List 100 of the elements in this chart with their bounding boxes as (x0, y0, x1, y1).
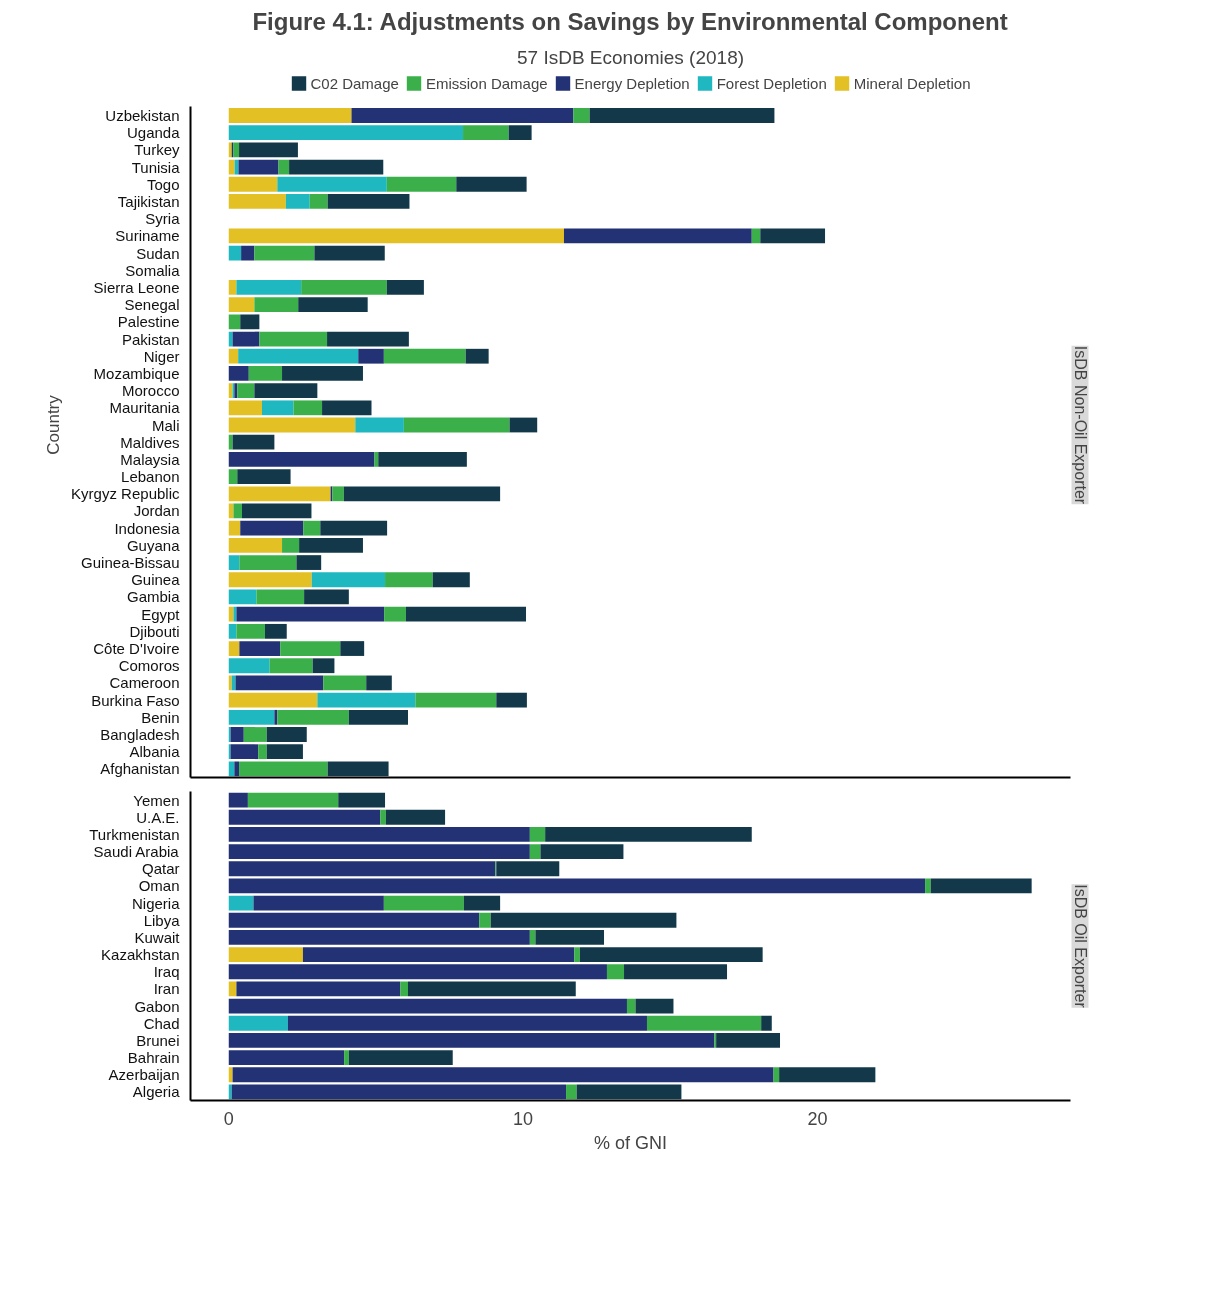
bar (228, 964, 607, 980)
bar (228, 348, 239, 364)
bar (233, 142, 240, 158)
bar (237, 469, 291, 484)
y-tick-label: Maldives (120, 433, 180, 451)
y-tick-label: Saudi Arabia (93, 843, 180, 861)
bar (242, 503, 312, 519)
bar (463, 125, 509, 141)
y-tick-label: Sudan (136, 244, 180, 262)
bar (228, 228, 564, 244)
bar (773, 1067, 780, 1083)
y-tick-label: Libya (143, 911, 181, 929)
y-tick-label: Kuwait (134, 928, 181, 946)
y-tick-label: Kazakhstan (101, 946, 180, 964)
bar (302, 947, 575, 962)
bar (574, 947, 580, 962)
bar (400, 981, 408, 997)
y-tick-label: Senegal (124, 296, 180, 314)
text: IsDB Non-Oil Exporter (1071, 345, 1089, 505)
y-tick-label: Lebanon (121, 468, 180, 486)
bar (496, 692, 527, 708)
bar (415, 692, 497, 708)
y-tick-label: Suriname (115, 227, 180, 245)
y-axis-title: Country (44, 394, 64, 455)
legend-label: C02 Damage (310, 74, 399, 92)
bar (383, 348, 466, 364)
bar (230, 727, 244, 742)
bar (228, 692, 318, 708)
bar (236, 280, 302, 295)
y-tick-label: Comoros (118, 657, 180, 675)
bar (228, 589, 257, 605)
bar (317, 692, 416, 708)
y-tick-label: Turkmenistan (89, 825, 180, 843)
bar (563, 228, 752, 244)
y-tick-label: Cameroon (109, 674, 180, 692)
y-tick-label: Gambia (126, 588, 181, 606)
bar (282, 366, 363, 381)
bar (384, 606, 406, 622)
y-tick-label: Pakistan (121, 330, 180, 348)
bar (285, 194, 310, 209)
bar (545, 827, 752, 842)
bar (228, 417, 356, 433)
x-axis-title: % of GNI (593, 1132, 668, 1153)
y-tick-label: Uganda (126, 124, 181, 142)
bar (247, 792, 339, 808)
y-tick-label: Uzbekistan (105, 106, 180, 124)
bar (228, 366, 249, 381)
bar (233, 606, 237, 622)
bar (760, 228, 826, 244)
bar (314, 245, 385, 261)
bar (228, 400, 263, 416)
bar (239, 555, 297, 570)
bar (232, 1067, 774, 1083)
bar (323, 675, 367, 691)
bar (240, 314, 260, 330)
bar (231, 675, 236, 691)
y-tick-label: Guinea (131, 571, 181, 589)
bar (228, 709, 275, 725)
y-tick-label: Côte D'Ivoire (93, 640, 180, 658)
bar (348, 1050, 453, 1065)
bar (239, 142, 298, 158)
y-tick-label: Djibouti (129, 622, 180, 640)
bar (237, 383, 255, 398)
y-tick-label: Malaysia (120, 450, 181, 468)
bar (566, 1084, 577, 1100)
bar (751, 228, 761, 244)
y-tick-label: Guyana (126, 536, 181, 554)
y-tick-label: Palestine (117, 313, 180, 331)
bar (358, 348, 384, 364)
bar (232, 331, 260, 347)
y-tick-label: Indonesia (114, 519, 181, 537)
y-tick-label: Qatar (141, 860, 180, 878)
bar (327, 331, 409, 347)
bar (576, 1084, 682, 1100)
bar (343, 486, 501, 502)
y-tick-label: Somalia (125, 261, 181, 279)
bar (385, 572, 433, 588)
bar (408, 981, 576, 997)
bar (529, 844, 541, 859)
bar (312, 658, 335, 674)
y-tick-label: Chad (143, 1014, 180, 1032)
y-tick-label: Tajikistan (117, 192, 180, 210)
bar (761, 1015, 772, 1031)
y-tick-label: Jordan (133, 502, 180, 520)
bar (254, 383, 318, 398)
legend-label: Emission Damage (425, 74, 548, 92)
bar (228, 792, 248, 808)
y-tick-label: Albania (129, 743, 181, 761)
bar (332, 486, 344, 502)
bar (236, 981, 401, 997)
bar (243, 727, 267, 742)
y-tick-label: Syria (145, 210, 181, 228)
bar (320, 520, 388, 536)
bar (228, 641, 240, 656)
bar (228, 844, 530, 859)
bar (266, 727, 307, 742)
bar (456, 176, 527, 192)
bar (228, 331, 233, 347)
bar (490, 912, 677, 928)
bar (274, 709, 278, 725)
